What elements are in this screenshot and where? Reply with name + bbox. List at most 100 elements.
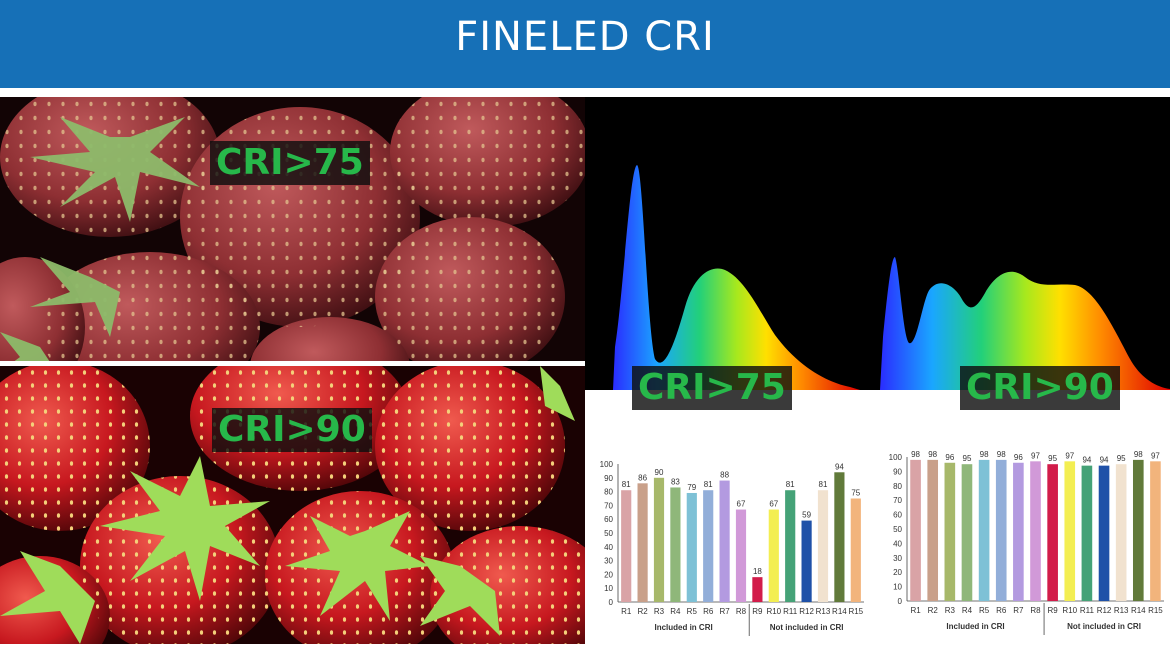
x-tick-label-R12: R12 <box>799 607 814 616</box>
bar-R15 <box>850 498 861 602</box>
y-tick-label: 100 <box>600 460 614 469</box>
x-tick-label-R2: R2 <box>928 606 939 615</box>
page-title: FINELED CRI <box>455 14 715 60</box>
x-tick-label-R7: R7 <box>1013 606 1024 615</box>
photo-label-cri90: CRI>90 <box>212 408 372 452</box>
data-label-R13: 81 <box>819 480 828 489</box>
y-tick-label: 20 <box>604 570 613 579</box>
data-label-R9: 18 <box>753 567 762 576</box>
x-tick-label-R8: R8 <box>736 607 747 616</box>
data-label-R4: 83 <box>671 477 680 486</box>
bar-R11 <box>1081 465 1093 601</box>
bar-R7 <box>1013 462 1024 601</box>
data-label-R1: 81 <box>622 480 631 489</box>
data-label-R5: 98 <box>980 450 989 459</box>
data-label-R2: 98 <box>928 450 937 459</box>
bar-R5 <box>686 492 697 602</box>
photo-divider <box>0 361 585 366</box>
x-tick-label-R4: R4 <box>962 606 973 615</box>
x-tick-label-R13: R13 <box>1114 606 1129 615</box>
bar-R2 <box>637 483 648 602</box>
data-label-R12: 94 <box>1100 456 1109 465</box>
bar-R8 <box>735 509 747 602</box>
data-label-R7: 96 <box>1014 453 1023 462</box>
y-tick-label: 0 <box>898 597 903 606</box>
y-tick-label: 70 <box>604 501 613 510</box>
x-tick-label-R11: R11 <box>783 607 798 616</box>
y-tick-label: 90 <box>604 474 613 483</box>
x-tick-label-R9: R9 <box>1048 606 1059 615</box>
data-label-R11: 94 <box>1082 456 1091 465</box>
leaves-bottom <box>0 366 575 644</box>
data-label-R14: 94 <box>835 462 844 471</box>
x-tick-label-R2: R2 <box>637 607 648 616</box>
x-tick-label-R6: R6 <box>996 606 1007 615</box>
bar-R1 <box>910 459 921 601</box>
bar-R9 <box>1047 464 1058 601</box>
y-tick-label: 30 <box>604 557 613 566</box>
y-tick-label: 0 <box>609 598 614 607</box>
data-label-R13: 95 <box>1117 454 1126 463</box>
data-label-R6: 81 <box>704 480 713 489</box>
x-tick-label-R14: R14 <box>1131 606 1146 615</box>
y-tick-label: 80 <box>893 482 902 491</box>
y-tick-label: 20 <box>893 568 902 577</box>
y-tick-label: 40 <box>893 539 902 548</box>
y-tick-label: 50 <box>893 525 902 534</box>
y-tick-label: 90 <box>893 467 902 476</box>
data-label-R10: 67 <box>769 500 778 509</box>
data-label-R8: 97 <box>1031 451 1040 460</box>
bar-R10 <box>768 509 779 602</box>
bar-R13 <box>1115 464 1127 601</box>
data-label-R11: 81 <box>786 480 795 489</box>
x-tick-label-R7: R7 <box>719 607 730 616</box>
data-label-R2: 86 <box>638 473 647 482</box>
x-tick-label-R3: R3 <box>945 606 956 615</box>
leaves-top <box>0 117 200 361</box>
bar-R7 <box>719 480 730 602</box>
spectrum-curve-cri90 <box>880 257 1170 390</box>
data-label-R7: 88 <box>720 471 729 480</box>
data-label-R10: 97 <box>1065 451 1074 460</box>
x-tick-label-R15: R15 <box>848 607 863 616</box>
bar-R9 <box>752 577 763 602</box>
y-tick-label: 70 <box>893 496 902 505</box>
data-label-R12: 59 <box>802 511 811 520</box>
x-tick-label-R1: R1 <box>910 606 921 615</box>
x-tick-label-R5: R5 <box>687 607 698 616</box>
x-tick-label-R9: R9 <box>752 607 763 616</box>
y-tick-label: 30 <box>893 554 902 563</box>
x-tick-label-R8: R8 <box>1030 606 1041 615</box>
spectrum-curve-cri75 <box>613 165 860 390</box>
bar-R3 <box>944 462 956 601</box>
bar-R12 <box>1098 465 1110 601</box>
bar-R4 <box>961 464 973 601</box>
y-tick-label: 40 <box>604 543 613 552</box>
strawberry-photo-cri75 <box>0 97 585 361</box>
y-tick-label: 60 <box>893 511 902 520</box>
data-label-R8: 67 <box>737 500 746 509</box>
y-tick-label: 60 <box>604 515 613 524</box>
data-label-R15: 75 <box>851 489 860 498</box>
data-label-R1: 98 <box>911 450 920 459</box>
data-label-R15: 97 <box>1151 451 1160 460</box>
x-tick-label-R6: R6 <box>703 607 714 616</box>
x-tick-label-R10: R10 <box>766 607 781 616</box>
spectrum-label-cri75: CRI>75 <box>632 366 792 410</box>
bar-R14 <box>1132 459 1144 601</box>
group-label-not-included: Not included in CRI <box>770 623 844 632</box>
bar-R11 <box>785 490 796 602</box>
x-tick-label-R4: R4 <box>670 607 681 616</box>
spectrum-panel <box>585 97 1170 390</box>
x-tick-label-R12: R12 <box>1097 606 1112 615</box>
group-label-included: Included in CRI <box>654 623 712 632</box>
x-tick-label-R3: R3 <box>654 607 665 616</box>
spectrum-label-cri90: CRI>90 <box>960 366 1120 410</box>
bar-R3 <box>653 477 665 602</box>
bar-R4 <box>670 487 681 602</box>
bar-R8 <box>1030 461 1041 601</box>
x-tick-label-R14: R14 <box>832 607 847 616</box>
y-tick-label: 10 <box>604 584 613 593</box>
x-tick-label-R15: R15 <box>1148 606 1163 615</box>
cri75-bar-chart: 0 10 20 30 40 50 60 70 80 90 100 81 R1 86 R2 90 R3 83 R4 79… <box>588 452 870 644</box>
